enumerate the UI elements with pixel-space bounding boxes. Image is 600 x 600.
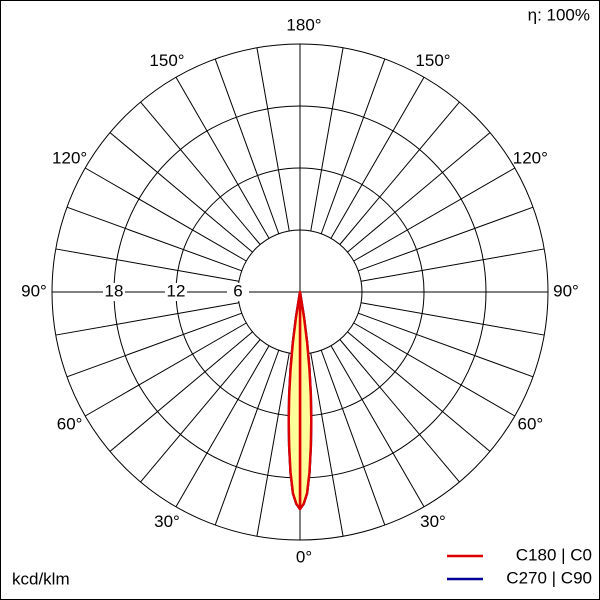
angle-label: 60° xyxy=(57,414,83,433)
ray xyxy=(330,76,425,239)
ray xyxy=(66,312,242,378)
ray xyxy=(339,101,460,245)
ring-label: 18 xyxy=(105,281,124,300)
angle-label: 120° xyxy=(52,148,87,167)
ring-label: 6 xyxy=(233,281,242,300)
ray xyxy=(347,132,491,253)
ray xyxy=(214,58,280,234)
angle-label: 90° xyxy=(21,281,47,300)
ray xyxy=(353,167,516,262)
angle-label: 150° xyxy=(149,51,184,70)
ray xyxy=(339,339,460,483)
ray xyxy=(360,302,545,336)
ray xyxy=(175,345,270,508)
angle-label: 30° xyxy=(154,512,180,531)
angle-label: 90° xyxy=(553,281,579,300)
ray xyxy=(109,132,253,253)
ray xyxy=(310,352,344,537)
ray xyxy=(55,248,240,282)
ray xyxy=(214,350,280,526)
ray xyxy=(175,76,270,239)
ray xyxy=(84,167,247,262)
angle-label: 120° xyxy=(513,148,548,167)
ring-label: 12 xyxy=(167,281,186,300)
ray xyxy=(347,331,491,452)
ray xyxy=(330,345,425,508)
ray xyxy=(353,322,516,417)
angle-label: 60° xyxy=(518,414,544,433)
intensity-curve xyxy=(287,290,302,511)
ray xyxy=(358,312,534,378)
ray xyxy=(256,47,290,232)
ring-label-bg xyxy=(103,283,125,301)
ray xyxy=(140,339,261,483)
ray xyxy=(360,248,545,282)
legend-label: C180 | C0 xyxy=(516,545,592,564)
efficiency: η: 100% xyxy=(528,5,590,24)
angle-label: 180° xyxy=(286,15,321,34)
ray xyxy=(358,206,534,272)
angle-label: 30° xyxy=(420,512,446,531)
ray xyxy=(256,352,290,537)
ray xyxy=(320,350,386,526)
ray xyxy=(84,322,247,417)
angle-label: 0° xyxy=(296,547,312,566)
legend-label: C270 | C90 xyxy=(506,568,592,587)
ring-label-bg xyxy=(227,283,249,301)
intensity-curve xyxy=(298,290,313,511)
ray xyxy=(66,206,242,272)
ray xyxy=(140,101,261,245)
unit-label: kcd/klm xyxy=(12,569,70,588)
ring-label-bg xyxy=(165,283,187,301)
angle-label: 150° xyxy=(415,51,450,70)
ray xyxy=(55,302,240,336)
ray xyxy=(320,58,386,234)
ray xyxy=(310,47,344,232)
ray xyxy=(109,331,253,452)
